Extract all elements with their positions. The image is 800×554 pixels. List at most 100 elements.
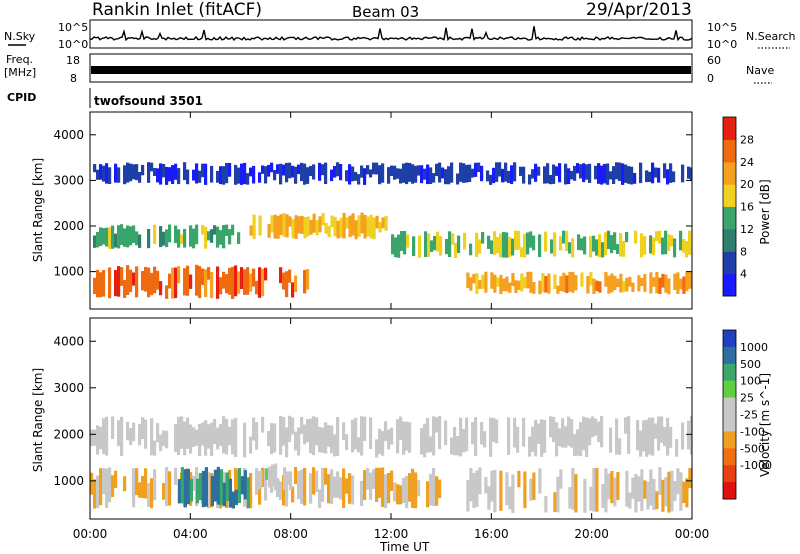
heatmap-cell — [258, 172, 262, 183]
heatmap-cell — [429, 473, 433, 506]
heatmap-cell — [472, 273, 476, 284]
heatmap-cell — [534, 419, 538, 457]
heatmap-cell — [210, 165, 214, 183]
heatmap-cell — [540, 419, 544, 457]
date-label: 29/Apr/2013 — [586, 0, 692, 20]
heatmap-cell — [375, 467, 379, 502]
heatmap-cell — [528, 436, 532, 457]
heatmap-cell — [381, 467, 385, 508]
heatmap-cell — [622, 240, 626, 257]
heatmap-cell — [237, 468, 241, 504]
heatmap-cell — [660, 416, 664, 443]
heatmap-cell — [586, 276, 590, 294]
heatmap-cell — [282, 475, 286, 506]
heatmap-cell — [594, 165, 598, 180]
heatmap-cell — [667, 278, 671, 295]
heatmap-cell — [412, 236, 416, 257]
heatmap-cell — [291, 417, 295, 435]
heatmap-cell — [622, 280, 626, 293]
heatmap-cell — [117, 266, 121, 297]
heatmap-cell — [526, 232, 530, 255]
heatmap-cell — [171, 267, 175, 299]
heatmap-cell — [393, 165, 397, 180]
velocity-colorbar-tick: 1000 — [740, 341, 768, 354]
heatmap-cell — [129, 269, 133, 293]
heatmap-cell — [631, 282, 635, 292]
heatmap-cell — [102, 468, 106, 495]
heatmap-cell — [466, 479, 470, 512]
heatmap-cell — [96, 475, 100, 508]
heatmap-cell — [285, 162, 289, 183]
heatmap-cell — [318, 427, 322, 453]
heatmap-cell — [592, 468, 596, 512]
heatmap-cell — [652, 478, 656, 510]
heatmap-cell — [576, 163, 580, 174]
heatmap-cell — [285, 271, 289, 298]
heatmap-cell — [105, 227, 109, 247]
heatmap-cell — [372, 469, 376, 489]
heatmap-cell — [651, 162, 655, 184]
heatmap-cell — [681, 422, 685, 450]
heatmap-cell — [276, 164, 280, 174]
heatmap-cell — [90, 472, 94, 495]
heatmap-cell — [318, 162, 322, 181]
heatmap-cell — [505, 232, 509, 258]
heatmap-cell — [265, 468, 269, 480]
heatmap-cell — [147, 267, 151, 298]
heatmap-cell — [174, 424, 178, 453]
heatmap-cell — [249, 436, 253, 454]
heatmap-cell — [408, 162, 412, 182]
heatmap-cell — [228, 229, 232, 245]
heatmap-cell — [279, 481, 283, 500]
heatmap-cell — [261, 416, 265, 433]
heatmap-cell — [132, 272, 136, 286]
heatmap-cell — [213, 469, 217, 502]
heatmap-cell — [655, 491, 659, 510]
heatmap-cell — [165, 285, 169, 299]
heatmap-cell — [345, 434, 349, 451]
heatmap-cell — [327, 225, 331, 238]
heatmap-cell — [165, 430, 169, 449]
heatmap-cell — [595, 280, 599, 292]
nsearch-tick-bottom: 10^0 — [707, 38, 737, 51]
heatmap-cell — [330, 215, 334, 228]
heatmap-cell — [117, 225, 121, 249]
heatmap-cell — [663, 163, 667, 179]
heatmap-cell — [207, 471, 211, 509]
heatmap-cell — [486, 170, 490, 182]
heatmap-cell — [658, 467, 662, 495]
heatmap-cell — [604, 271, 608, 287]
heatmap-cell — [654, 423, 658, 439]
heatmap-cell — [676, 468, 680, 495]
heatmap-cell — [571, 238, 575, 258]
heatmap-cell — [333, 166, 337, 178]
heatmap-cell — [129, 226, 133, 246]
heatmap-cell — [685, 478, 689, 508]
heatmap-cell — [153, 266, 157, 294]
heatmap-cell — [508, 486, 512, 510]
heatmap-cell — [189, 225, 193, 247]
heatmap-cell — [333, 434, 337, 457]
heatmap-cell — [471, 422, 475, 445]
colorbar-segment — [723, 363, 736, 382]
power-colorbar-tick: 12 — [740, 223, 754, 236]
heatmap-cell — [168, 273, 172, 289]
heatmap-cell — [501, 168, 505, 183]
heatmap-cell — [444, 420, 448, 446]
heatmap-cell — [228, 267, 232, 295]
heatmap-cell — [357, 215, 361, 237]
heatmap-cell — [454, 242, 458, 258]
heatmap-cell — [478, 280, 482, 289]
heatmap-cell — [405, 421, 409, 451]
heatmap-cell — [372, 217, 376, 240]
heatmap-cell — [147, 162, 151, 183]
heatmap-cell — [544, 276, 548, 293]
heatmap-cell — [159, 163, 163, 185]
heatmap-cell — [558, 163, 562, 183]
colorbar-segment — [723, 206, 736, 230]
heatmap-cell — [492, 167, 496, 184]
heatmap-cell — [640, 233, 644, 258]
heatmap-cell — [156, 168, 160, 183]
heatmap-cell — [490, 470, 494, 502]
heatmap-cell — [315, 417, 319, 446]
